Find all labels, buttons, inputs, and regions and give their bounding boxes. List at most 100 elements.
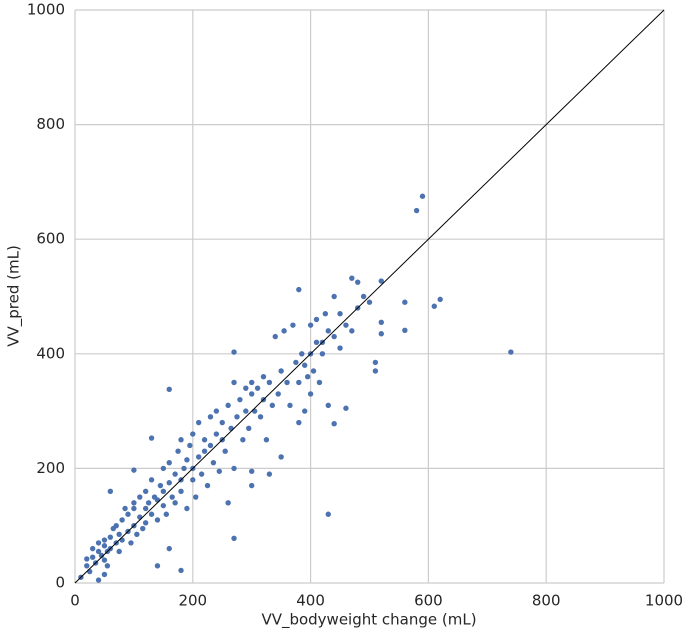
point (207, 442, 214, 449)
point (234, 414, 240, 420)
point (134, 531, 140, 537)
point (307, 391, 314, 397)
y-tick-label: 0 (55, 574, 65, 592)
point (325, 511, 331, 517)
y-tick-label: 200 (36, 459, 65, 477)
point (142, 488, 149, 495)
point (243, 385, 249, 391)
point (228, 425, 234, 431)
point (231, 535, 237, 542)
point (101, 537, 108, 543)
point (402, 327, 408, 334)
x-tick-label: 0 (70, 592, 80, 610)
point (104, 563, 111, 569)
point (131, 467, 137, 473)
point (154, 563, 161, 569)
point (113, 523, 119, 529)
x-axis-label: VV_bodyweight change (mL) (261, 611, 476, 630)
point (166, 459, 172, 466)
point (278, 454, 284, 460)
point (313, 316, 320, 323)
point (413, 207, 420, 214)
x-tick-label: 400 (296, 592, 325, 610)
point (316, 379, 323, 386)
point (296, 286, 302, 293)
point (116, 548, 122, 555)
point (437, 296, 443, 303)
point (360, 293, 367, 300)
point (349, 275, 355, 281)
point (378, 319, 384, 325)
point (119, 537, 125, 543)
point (269, 402, 276, 409)
y-tick-label: 400 (36, 344, 65, 362)
reference-line (74, 9, 665, 584)
point (172, 500, 178, 506)
point (290, 322, 296, 328)
point (240, 437, 246, 443)
point (101, 571, 108, 578)
point (107, 488, 114, 495)
point (166, 545, 172, 552)
point (145, 500, 152, 506)
point (178, 567, 184, 574)
point (254, 385, 261, 391)
point (160, 488, 167, 495)
point (95, 577, 102, 583)
y-tick-label: 1000 (27, 1, 65, 19)
point (307, 322, 314, 328)
point (187, 442, 193, 449)
x-tick-label: 1000 (645, 592, 683, 610)
point (84, 563, 90, 569)
point (296, 379, 302, 386)
point (172, 471, 178, 477)
point (154, 497, 161, 503)
point (219, 419, 225, 426)
point (287, 402, 293, 409)
point (137, 514, 143, 520)
point (331, 293, 337, 300)
point (89, 554, 96, 560)
point (84, 556, 90, 562)
x-tick-label: 800 (532, 592, 561, 610)
point (331, 333, 337, 340)
point (237, 396, 243, 403)
point (125, 511, 131, 517)
point (225, 500, 231, 506)
point (190, 477, 196, 483)
point (148, 435, 155, 441)
point (184, 457, 190, 463)
point (419, 193, 426, 199)
point (260, 374, 267, 380)
point (157, 482, 164, 489)
point (378, 278, 384, 284)
point (378, 331, 384, 337)
point (402, 299, 408, 305)
point (184, 505, 190, 512)
point (178, 488, 184, 495)
point (302, 408, 308, 414)
point (178, 437, 184, 443)
point (213, 431, 220, 437)
point (266, 471, 273, 477)
point (181, 465, 187, 472)
point (166, 480, 172, 486)
point (122, 505, 128, 512)
point (231, 465, 237, 472)
point (313, 339, 320, 346)
point (343, 405, 349, 411)
point (508, 349, 514, 355)
point (310, 368, 317, 374)
point (193, 494, 199, 500)
point (98, 552, 105, 559)
point (195, 419, 202, 426)
point (131, 505, 137, 512)
y-tick-label: 800 (36, 115, 65, 133)
point (131, 500, 137, 506)
point (366, 299, 373, 305)
point (319, 351, 326, 357)
point (154, 517, 161, 523)
point (201, 448, 208, 454)
point (243, 408, 249, 414)
point (372, 368, 379, 374)
